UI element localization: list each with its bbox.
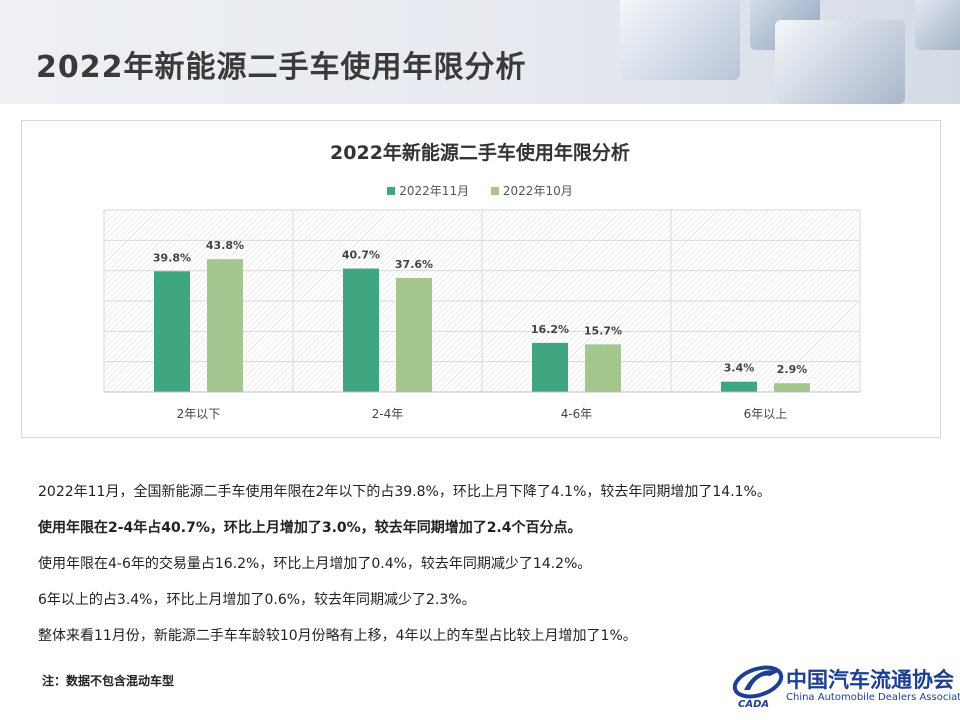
data-label: 3.4%: [724, 362, 755, 375]
logo-name-en: China Automobile Dealers Association: [786, 692, 960, 703]
bar-nov: [532, 342, 568, 392]
chart-title: 2022年新能源二手车使用年限分析: [330, 142, 630, 164]
data-label: 39.8%: [153, 251, 191, 264]
data-label: 2.9%: [777, 363, 808, 376]
legend-label-nov: 2022年11月: [399, 184, 470, 198]
x-tick-label: 4-6年: [561, 407, 593, 421]
note-line-1: 2022年11月，全国新能源二手车使用年限在2年以下的占39.8%，环比上月下降…: [38, 484, 771, 500]
bar-oct: [396, 277, 432, 392]
analysis-notes: 2022年11月，全国新能源二手车使用年限在2年以下的占39.8%，环比上月下降…: [38, 482, 938, 662]
chart-legend: 2022年11月 2022年10月: [0, 182, 960, 199]
x-tick-label: 2-4年: [372, 407, 404, 421]
legend-swatch-nov: [387, 186, 396, 195]
legend-swatch-oct: [490, 186, 499, 195]
note-line-4: 6年以上的占3.4%，环比上月增加了0.6%，较去年同期减少了2.3%。: [38, 592, 476, 608]
bar-nov: [721, 381, 757, 392]
cada-logo: CADA 中国汽车流通协会 China Automobile Dealers A…: [730, 660, 960, 710]
bar-nov: [343, 268, 379, 392]
header-banner: 2022年新能源二手车使用年限分析: [0, 0, 960, 104]
bar-chart: 39.8% 43.8% 2年以下 40.7% 37.6% 2-4年 16.2% 15.7% 4-…: [103, 209, 861, 421]
logo-name-cn: 中国汽车流通协会: [786, 667, 954, 692]
bar-nov: [154, 271, 190, 392]
note-line-3: 使用年限在4-6年的交易量占16.2%，环比上月增加了0.4%，较去年同期减少了…: [38, 556, 592, 572]
data-label: 15.7%: [584, 324, 622, 337]
decorative-cubes-image: [600, 0, 960, 104]
data-label: 37.6%: [395, 258, 433, 271]
bar-oct: [774, 383, 810, 392]
data-label: 43.8%: [206, 239, 244, 252]
x-tick-label: 6年以上: [744, 407, 788, 421]
data-label: 16.2%: [531, 323, 569, 336]
legend-item-nov: 2022年11月: [387, 182, 469, 199]
logo-mark-text: CADA: [738, 699, 769, 710]
legend-item-oct: 2022年10月: [490, 182, 573, 199]
cada-logo-mark-icon: CADA: [732, 665, 784, 710]
bar-oct: [585, 344, 621, 392]
page-title: 2022年新能源二手车使用年限分析: [36, 50, 527, 85]
footnote: 注：数据不包含混动车型: [42, 674, 175, 688]
note-line-5: 整体来看11月份，新能源二手车车龄较10月份略有上移，4年以上的车型占比较上月增…: [38, 628, 637, 644]
legend-label-oct: 2022年10月: [502, 184, 573, 198]
data-label: 40.7%: [342, 249, 380, 262]
note-line-2: 使用年限在2-4年占40.7%，环比上月增加了3.0%，较去年同期增加了2.4个…: [38, 520, 582, 536]
x-tick-label: 2年以下: [177, 407, 221, 421]
bar-oct: [207, 259, 243, 392]
